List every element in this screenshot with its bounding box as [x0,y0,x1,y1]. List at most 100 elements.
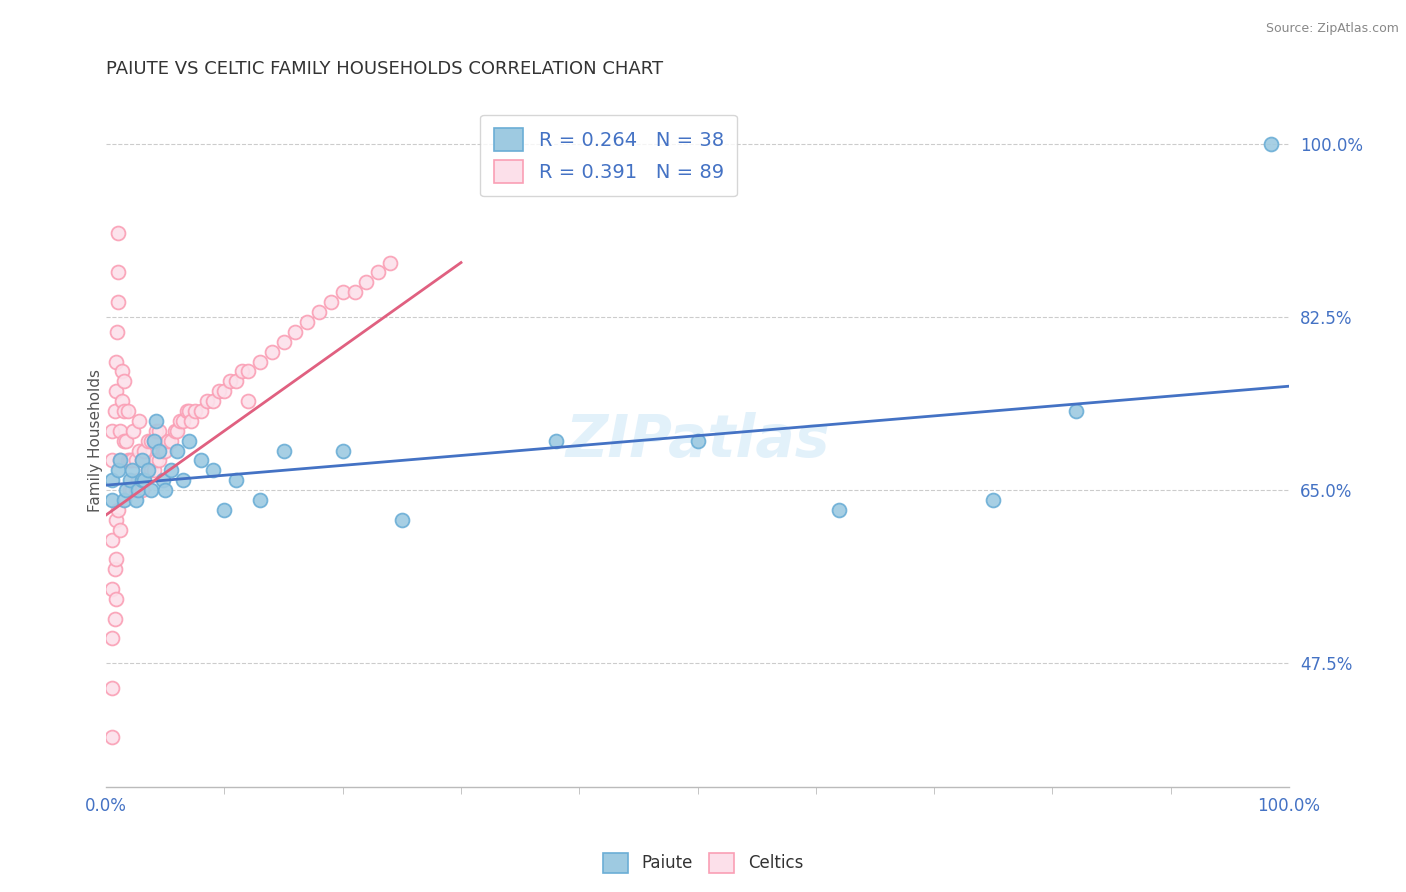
Point [101,453,124,467]
Point [125,493,148,508]
Point [148,443,170,458]
Point [356,276,378,290]
Point [176,404,198,418]
Point [166,443,188,458]
Point [195,394,218,409]
Point [1260,136,1282,151]
Point [145,424,167,438]
Point [107,463,129,477]
Point [112,404,135,418]
Point [107,503,129,517]
Point [544,434,567,448]
Point [105,325,128,339]
Point [332,443,354,458]
Point [231,364,253,378]
Y-axis label: Family Households: Family Households [87,369,103,512]
Point [107,226,129,240]
Point [155,443,177,458]
Point [1064,404,1087,418]
Point [110,523,132,537]
Point [166,424,188,438]
Point [177,404,200,418]
Point [136,463,159,477]
Point [142,434,165,448]
Point [686,434,709,448]
Point [332,285,354,300]
Point [107,265,129,279]
Point [225,473,247,487]
Point [201,463,224,477]
Point [132,443,155,458]
Point [101,731,124,745]
Point [125,453,148,467]
Point [828,503,851,517]
Point [284,325,307,339]
Point [110,394,132,409]
Text: PAIUTE VS CELTIC FAMILY HOUSEHOLDS CORRELATION CHART: PAIUTE VS CELTIC FAMILY HOUSEHOLDS CORRE… [107,60,664,78]
Point [160,463,183,477]
Point [103,612,125,626]
Point [273,334,295,349]
Point [101,681,124,695]
Point [177,434,200,448]
Point [214,384,236,399]
Point [132,473,155,487]
Point [155,483,177,497]
Point [128,414,150,428]
Point [141,483,163,497]
Point [156,434,179,448]
Point [142,463,165,477]
Point [101,632,124,646]
Point [115,434,138,448]
Point [101,473,124,487]
Point [128,443,150,458]
Point [104,513,127,527]
Point [152,443,174,458]
Point [145,453,167,467]
Point [118,483,141,497]
Point [110,453,132,467]
Point [104,384,127,399]
Point [219,374,242,388]
Point [142,434,165,448]
Point [121,483,143,497]
Point [260,344,283,359]
Text: Source: ZipAtlas.com: Source: ZipAtlas.com [1265,22,1399,36]
Point [308,305,330,319]
Point [163,424,186,438]
Point [981,493,1004,508]
Point [319,295,342,310]
Point [141,463,163,477]
Point [273,443,295,458]
Point [122,424,145,438]
Point [145,414,167,428]
Point [201,394,224,409]
Point [103,404,125,418]
Point [391,513,413,527]
Point [132,473,155,487]
Point [101,533,124,547]
Point [190,453,212,467]
Point [121,453,143,467]
Point [225,374,247,388]
Point [101,582,124,596]
Point [115,483,138,497]
Point [184,404,207,418]
Point [207,384,229,399]
Point [104,591,127,606]
Point [127,473,149,487]
Point [190,404,212,418]
Point [117,404,139,418]
Point [131,453,153,467]
Point [107,295,129,310]
Point [110,364,132,378]
Point [172,414,194,428]
Point [236,364,259,378]
Point [214,503,236,517]
Point [131,483,153,497]
Point [103,562,125,576]
Point [148,424,170,438]
Point [343,285,366,300]
Point [136,434,159,448]
Point [118,473,141,487]
